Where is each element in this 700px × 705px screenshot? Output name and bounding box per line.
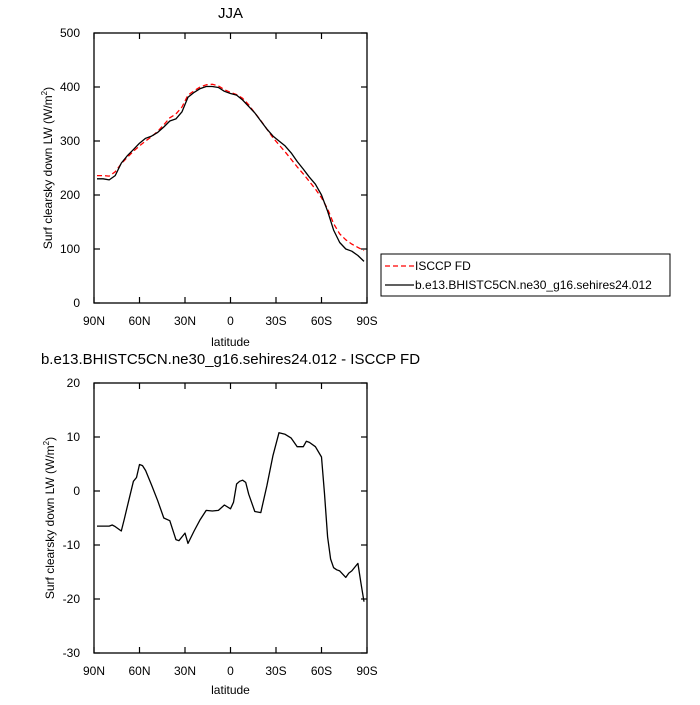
- top-panel-legend: ISCCP FD b.e13.BHISTC5CN.ne30_g16.sehire…: [380, 253, 671, 297]
- top-panel-x-tick-label-30s: 30S: [265, 314, 286, 328]
- legend-frame: [380, 253, 671, 297]
- bottom-panel-y-tick-label-10: 10: [67, 430, 81, 444]
- bottom-panel-x-tick-label-90s: 90S: [356, 664, 377, 678]
- bottom-panel-y-tick-label-20: 20: [67, 376, 81, 390]
- bottom-panel-y-axis-label-main: Surf clearsky down LW (W/m: [43, 445, 57, 599]
- top-panel-y-tick-label-500: 500: [60, 26, 80, 40]
- top-panel-series-group: [97, 83, 365, 262]
- top-panel-x-tick-label-60s: 60S: [311, 314, 332, 328]
- top-panel-x-axis-label: latitude: [211, 335, 250, 349]
- top-panel-x-tick-label-60n: 60N: [128, 314, 150, 328]
- top-panel-y-tick-label-400: 400: [60, 80, 80, 94]
- bottom-panel: b.e13.BHISTC5CN.ne30_g16.sehires24.012 -…: [41, 351, 420, 697]
- bottom-panel-x-tick-label-90n: 90N: [83, 664, 105, 678]
- top-panel-x-tick-label-0: 0: [227, 314, 234, 328]
- top-panel-series-line-1: [97, 83, 365, 252]
- bottom-panel-series-line-1: [97, 432, 365, 602]
- bottom-panel-x-tick-label-60s: 60S: [311, 664, 332, 678]
- legend-label-isccp: ISCCP FD: [415, 259, 471, 273]
- top-panel-y-tick-label-200: 200: [60, 188, 80, 202]
- top-panel: JJA 90N 60N 30N 0 30S 60S 90S 0 100 200 300 400 500…: [40, 5, 671, 349]
- bottom-panel-series-group: [97, 432, 365, 602]
- top-panel-y-axis: 0 100 200 300 400 500: [60, 26, 367, 310]
- bottom-panel-y-axis-label: Surf clearsky down LW (W/m2): [42, 437, 57, 599]
- bottom-panel-y-tick-label-neg20: -20: [63, 592, 81, 606]
- top-panel-y-axis-label: Surf clearsky down LW (W/m2): [40, 87, 55, 249]
- bottom-panel-y-tick-label-0: 0: [73, 484, 80, 498]
- top-panel-y-tick-label-0: 0: [73, 296, 80, 310]
- top-panel-y-axis-label-main: Surf clearsky down LW (W/m: [41, 95, 55, 249]
- top-panel-y-tick-label-300: 300: [60, 134, 80, 148]
- bottom-panel-x-axis: 90N 60N 30N 0 30S 60S 90S: [83, 383, 378, 678]
- bottom-panel-y-axis: -30 -20 -10 0 10 20: [63, 376, 367, 660]
- bottom-panel-x-tick-label-0: 0: [227, 664, 234, 678]
- top-panel-series-line-2: [97, 85, 365, 262]
- bottom-panel-x-axis-label: latitude: [211, 683, 250, 697]
- bottom-panel-x-tick-label-60n: 60N: [128, 664, 150, 678]
- bottom-panel-y-tick-label-neg30: -30: [63, 646, 81, 660]
- top-panel-y-axis-label-sup: 2: [40, 90, 49, 95]
- top-panel-x-axis: 90N 60N 30N 0 30S 60S 90S: [83, 33, 378, 328]
- bottom-panel-x-tick-label-30s: 30S: [265, 664, 286, 678]
- bottom-panel-x-tick-label-30n: 30N: [174, 664, 196, 678]
- top-panel-y-axis-label-close: ): [41, 87, 55, 91]
- top-panel-y-tick-label-100: 100: [60, 242, 80, 256]
- top-panel-x-tick-label-90n: 90N: [83, 314, 105, 328]
- bottom-panel-title: b.e13.BHISTC5CN.ne30_g16.sehires24.012 -…: [41, 351, 420, 368]
- bottom-panel-y-axis-label-close: ): [43, 437, 57, 441]
- legend-label-model: b.e13.BHISTC5CN.ne30_g16.sehires24.012: [415, 278, 652, 292]
- bottom-panel-y-tick-label-neg10: -10: [63, 538, 81, 552]
- top-panel-x-tick-label-30n: 30N: [174, 314, 196, 328]
- top-panel-title: JJA: [218, 5, 243, 22]
- top-panel-x-tick-label-90s: 90S: [356, 314, 377, 328]
- top-panel-plot-frame: [93, 32, 368, 304]
- bottom-panel-y-axis-label-sup: 2: [42, 440, 51, 445]
